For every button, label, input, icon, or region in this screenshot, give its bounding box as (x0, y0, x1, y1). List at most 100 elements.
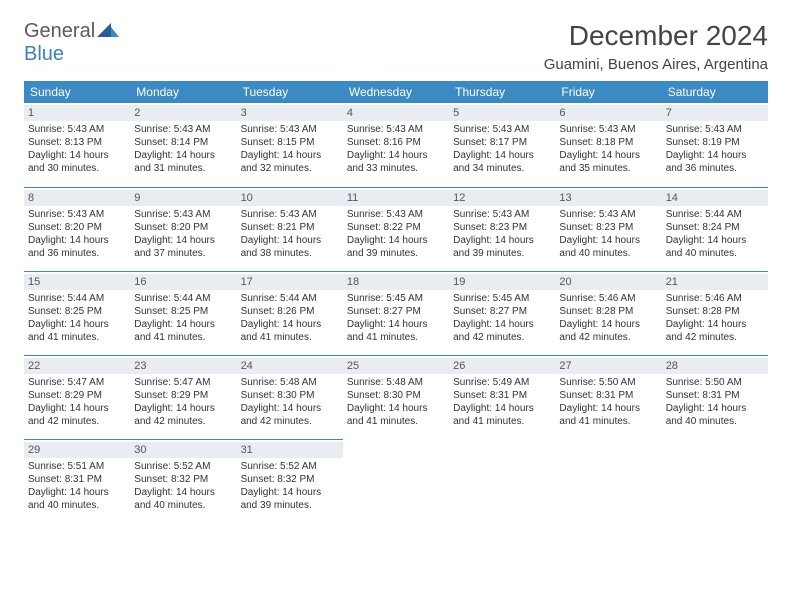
daylight-text: Daylight: 14 hours and 41 minutes. (347, 402, 445, 428)
calendar-row: 29Sunrise: 5:51 AMSunset: 8:31 PMDayligh… (24, 439, 768, 523)
logo-word-2: Blue (24, 43, 64, 65)
calendar-cell (343, 439, 449, 523)
day-number: 22 (24, 358, 130, 374)
daylight-text: Daylight: 14 hours and 40 minutes. (28, 486, 126, 512)
daylight-text: Daylight: 14 hours and 42 minutes. (28, 402, 126, 428)
sunrise-text: Sunrise: 5:43 AM (134, 208, 232, 221)
calendar-cell: 9Sunrise: 5:43 AMSunset: 8:20 PMDaylight… (130, 187, 236, 271)
day-number: 18 (343, 274, 449, 290)
day-number: 14 (662, 190, 768, 206)
calendar-row: 22Sunrise: 5:47 AMSunset: 8:29 PMDayligh… (24, 355, 768, 439)
calendar-cell: 28Sunrise: 5:50 AMSunset: 8:31 PMDayligh… (662, 355, 768, 439)
day-number: 17 (237, 274, 343, 290)
daylight-text: Daylight: 14 hours and 40 minutes. (134, 486, 232, 512)
sunrise-text: Sunrise: 5:48 AM (347, 376, 445, 389)
day-number: 20 (555, 274, 661, 290)
sunrise-text: Sunrise: 5:44 AM (666, 208, 764, 221)
calendar-head: SundayMondayTuesdayWednesdayThursdayFrid… (24, 81, 768, 103)
day-number: 27 (555, 358, 661, 374)
sunset-text: Sunset: 8:31 PM (666, 389, 764, 402)
day-number: 10 (237, 190, 343, 206)
sunrise-text: Sunrise: 5:43 AM (347, 123, 445, 136)
calendar-cell: 24Sunrise: 5:48 AMSunset: 8:30 PMDayligh… (237, 355, 343, 439)
sunrise-text: Sunrise: 5:50 AM (559, 376, 657, 389)
sunset-text: Sunset: 8:25 PM (28, 305, 126, 318)
daylight-text: Daylight: 14 hours and 40 minutes. (559, 234, 657, 260)
sunrise-text: Sunrise: 5:46 AM (559, 292, 657, 305)
weekday-header: Thursday (449, 81, 555, 103)
sunrise-text: Sunrise: 5:43 AM (241, 208, 339, 221)
sunrise-text: Sunrise: 5:43 AM (28, 123, 126, 136)
daylight-text: Daylight: 14 hours and 41 minutes. (241, 318, 339, 344)
day-number: 15 (24, 274, 130, 290)
day-number: 25 (343, 358, 449, 374)
day-number: 23 (130, 358, 236, 374)
sunset-text: Sunset: 8:29 PM (28, 389, 126, 402)
sunrise-text: Sunrise: 5:43 AM (559, 208, 657, 221)
daylight-text: Daylight: 14 hours and 34 minutes. (453, 149, 551, 175)
day-number: 9 (130, 190, 236, 206)
calendar-cell: 31Sunrise: 5:52 AMSunset: 8:32 PMDayligh… (237, 439, 343, 523)
daylight-text: Daylight: 14 hours and 40 minutes. (666, 402, 764, 428)
calendar-cell: 6Sunrise: 5:43 AMSunset: 8:18 PMDaylight… (555, 103, 661, 187)
sunrise-text: Sunrise: 5:52 AM (134, 460, 232, 473)
calendar-row: 8Sunrise: 5:43 AMSunset: 8:20 PMDaylight… (24, 187, 768, 271)
sunset-text: Sunset: 8:18 PM (559, 136, 657, 149)
calendar-cell: 2Sunrise: 5:43 AMSunset: 8:14 PMDaylight… (130, 103, 236, 187)
daylight-text: Daylight: 14 hours and 41 minutes. (453, 402, 551, 428)
sunset-text: Sunset: 8:14 PM (134, 136, 232, 149)
daylight-text: Daylight: 14 hours and 41 minutes. (559, 402, 657, 428)
daylight-text: Daylight: 14 hours and 31 minutes. (134, 149, 232, 175)
calendar-cell: 7Sunrise: 5:43 AMSunset: 8:19 PMDaylight… (662, 103, 768, 187)
sunrise-text: Sunrise: 5:45 AM (347, 292, 445, 305)
sunset-text: Sunset: 8:32 PM (241, 473, 339, 486)
calendar-cell: 16Sunrise: 5:44 AMSunset: 8:25 PMDayligh… (130, 271, 236, 355)
daylight-text: Daylight: 14 hours and 32 minutes. (241, 149, 339, 175)
day-number: 31 (237, 442, 343, 458)
sunrise-text: Sunrise: 5:43 AM (347, 208, 445, 221)
calendar-cell: 25Sunrise: 5:48 AMSunset: 8:30 PMDayligh… (343, 355, 449, 439)
sunrise-text: Sunrise: 5:51 AM (28, 460, 126, 473)
day-number: 26 (449, 358, 555, 374)
calendar-cell (555, 439, 661, 523)
header: General Blue December 2024 Guamini, Buen… (24, 20, 768, 73)
sunset-text: Sunset: 8:30 PM (241, 389, 339, 402)
daylight-text: Daylight: 14 hours and 39 minutes. (453, 234, 551, 260)
calendar-cell: 21Sunrise: 5:46 AMSunset: 8:28 PMDayligh… (662, 271, 768, 355)
daylight-text: Daylight: 14 hours and 36 minutes. (28, 234, 126, 260)
sunset-text: Sunset: 8:28 PM (666, 305, 764, 318)
weekday-header: Wednesday (343, 81, 449, 103)
calendar-cell: 29Sunrise: 5:51 AMSunset: 8:31 PMDayligh… (24, 439, 130, 523)
day-number: 19 (449, 274, 555, 290)
sunset-text: Sunset: 8:22 PM (347, 221, 445, 234)
sunset-text: Sunset: 8:27 PM (453, 305, 551, 318)
daylight-text: Daylight: 14 hours and 38 minutes. (241, 234, 339, 260)
sunrise-text: Sunrise: 5:47 AM (134, 376, 232, 389)
sunrise-text: Sunrise: 5:47 AM (28, 376, 126, 389)
calendar-cell: 5Sunrise: 5:43 AMSunset: 8:17 PMDaylight… (449, 103, 555, 187)
weekday-header: Tuesday (237, 81, 343, 103)
sunset-text: Sunset: 8:19 PM (666, 136, 764, 149)
sunrise-text: Sunrise: 5:48 AM (241, 376, 339, 389)
sunrise-text: Sunrise: 5:43 AM (559, 123, 657, 136)
calendar-cell: 3Sunrise: 5:43 AMSunset: 8:15 PMDaylight… (237, 103, 343, 187)
calendar-row: 1Sunrise: 5:43 AMSunset: 8:13 PMDaylight… (24, 103, 768, 187)
daylight-text: Daylight: 14 hours and 41 minutes. (347, 318, 445, 344)
calendar-cell: 10Sunrise: 5:43 AMSunset: 8:21 PMDayligh… (237, 187, 343, 271)
sunrise-text: Sunrise: 5:52 AM (241, 460, 339, 473)
sunrise-text: Sunrise: 5:46 AM (666, 292, 764, 305)
sunrise-text: Sunrise: 5:44 AM (28, 292, 126, 305)
calendar-cell: 20Sunrise: 5:46 AMSunset: 8:28 PMDayligh… (555, 271, 661, 355)
sunset-text: Sunset: 8:31 PM (559, 389, 657, 402)
sunrise-text: Sunrise: 5:43 AM (28, 208, 126, 221)
daylight-text: Daylight: 14 hours and 41 minutes. (28, 318, 126, 344)
sunrise-text: Sunrise: 5:43 AM (453, 123, 551, 136)
daylight-text: Daylight: 14 hours and 42 minutes. (241, 402, 339, 428)
sunset-text: Sunset: 8:26 PM (241, 305, 339, 318)
calendar-cell: 30Sunrise: 5:52 AMSunset: 8:32 PMDayligh… (130, 439, 236, 523)
logo: General Blue (24, 20, 119, 66)
sunrise-text: Sunrise: 5:50 AM (666, 376, 764, 389)
weekday-header: Sunday (24, 81, 130, 103)
day-number: 4 (343, 105, 449, 121)
weekday-header: Monday (130, 81, 236, 103)
